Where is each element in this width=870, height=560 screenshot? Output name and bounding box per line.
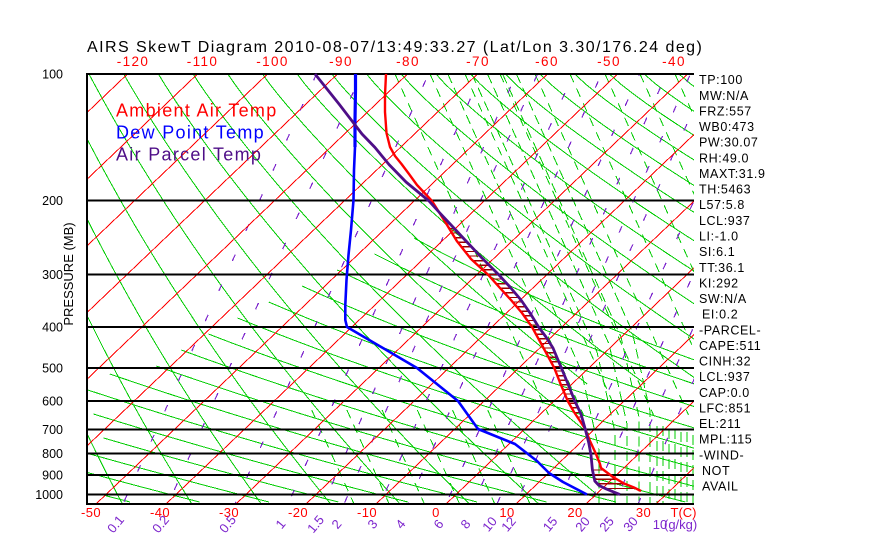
svg-text:-70: -70 [466,54,490,69]
svg-text:CAPE:511: CAPE:511 [699,339,761,353]
svg-text:CINH:32: CINH:32 [699,355,751,369]
svg-text:CAP:0.0: CAP:0.0 [699,386,750,400]
svg-text:FRZ:557: FRZ:557 [699,104,752,118]
svg-text:LFC:851: LFC:851 [699,401,751,415]
svg-text:-90: -90 [329,54,353,69]
svg-text:T(C): T(C) [671,505,697,520]
svg-text:MAXT:31.9: MAXT:31.9 [699,167,766,181]
svg-text:PRESSURE (MB): PRESSURE (MB) [61,222,76,325]
svg-text:0: 0 [432,505,440,520]
svg-text:700: 700 [42,423,63,437]
svg-text:LCL:937: LCL:937 [699,370,750,384]
svg-text:600: 600 [42,395,63,409]
svg-text:TT:36.1: TT:36.1 [699,261,745,275]
svg-text:-110: -110 [187,54,219,69]
svg-text:-80: -80 [396,54,420,69]
svg-text:-40: -40 [150,505,170,520]
svg-text:-50: -50 [81,505,101,520]
svg-text:Ambient Air Temp: Ambient Air Temp [116,101,278,121]
svg-text:-20: -20 [288,505,308,520]
svg-text:SI:6.1: SI:6.1 [699,245,735,259]
svg-text:-PARCEL-: -PARCEL- [699,323,761,337]
svg-text:SW:N/A: SW:N/A [699,292,747,306]
svg-text:Dew Point Temp: Dew Point Temp [116,123,265,143]
svg-text:MW:N/A: MW:N/A [699,89,749,103]
svg-text:-30: -30 [219,505,239,520]
svg-text:500: 500 [42,361,63,375]
svg-text:30: 30 [636,505,651,520]
svg-text:400: 400 [42,321,63,335]
svg-text:AVAIL: AVAIL [702,480,739,494]
svg-text:-10: -10 [357,505,377,520]
svg-text:RH:49.0: RH:49.0 [699,151,749,165]
svg-text:WB0:473: WB0:473 [699,120,755,134]
svg-text:200: 200 [42,194,63,208]
svg-text:800: 800 [42,447,63,461]
svg-text:TP:100: TP:100 [699,73,743,87]
svg-text:L57:5.8: L57:5.8 [699,198,745,212]
svg-text:1000: 1000 [35,488,63,502]
svg-text:NOT: NOT [702,464,730,478]
svg-text:LCL:937: LCL:937 [699,214,750,228]
svg-text:100: 100 [42,68,63,82]
svg-text:TH:5463: TH:5463 [699,183,751,197]
svg-text:LI:-1.0: LI:-1.0 [699,230,739,244]
svg-text:10: 10 [499,505,514,520]
svg-text:-40: -40 [662,54,686,69]
svg-text:20: 20 [567,505,582,520]
svg-text:10: 10 [653,517,667,532]
svg-text:-50: -50 [597,54,621,69]
svg-text:900: 900 [42,469,63,483]
svg-text:Air Parcel Temp: Air Parcel Temp [116,145,262,165]
svg-text:(g/kg): (g/kg) [664,517,697,532]
svg-text:KI:292: KI:292 [699,276,739,290]
svg-text:MPL:115: MPL:115 [699,433,752,447]
svg-text:EI:0.2: EI:0.2 [702,308,738,322]
svg-text:300: 300 [42,268,63,282]
svg-text:EL:211: EL:211 [699,417,741,431]
svg-text:AIRS SkewT Diagram 2010-08-07/: AIRS SkewT Diagram 2010-08-07/13:49:33.2… [87,39,703,56]
svg-text:-WIND-: -WIND- [699,448,744,462]
svg-text:-120: -120 [117,54,150,69]
svg-text:-100: -100 [256,54,289,69]
svg-text:PW:30.07: PW:30.07 [699,136,758,150]
svg-text:-60: -60 [535,54,559,69]
